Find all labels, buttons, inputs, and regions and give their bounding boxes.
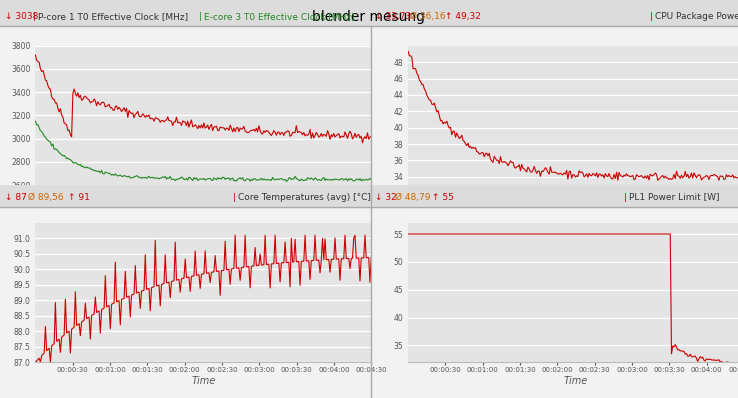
- Text: Ø 89,56: Ø 89,56: [28, 193, 63, 201]
- Text: E-core 3 T0 Effective Clock [MHz]: E-core 3 T0 Effective Clock [MHz]: [204, 12, 355, 21]
- Text: Core Temperatures (avg) [°C]: Core Temperatures (avg) [°C]: [238, 193, 370, 201]
- Text: ↓ 87: ↓ 87: [5, 193, 27, 201]
- Text: ↓ 33,73: ↓ 33,73: [375, 12, 411, 21]
- X-axis label: Time: Time: [191, 376, 215, 386]
- Text: |: |: [232, 193, 235, 201]
- X-axis label: Time: Time: [191, 199, 215, 209]
- Text: |: |: [649, 12, 652, 21]
- Text: CPU Package Power [W]: CPU Package Power [W]: [655, 12, 738, 21]
- Text: PL1 Power Limit [W]: PL1 Power Limit [W]: [629, 193, 720, 201]
- Text: Ø 48,79: Ø 48,79: [395, 193, 430, 201]
- Text: blender mesung: blender mesung: [312, 10, 426, 24]
- X-axis label: Time: Time: [564, 199, 588, 209]
- Text: |: |: [33, 12, 36, 21]
- Text: Ø 36,16: Ø 36,16: [410, 12, 445, 21]
- Text: P-core 1 T0 Effective Clock [MHz]: P-core 1 T0 Effective Clock [MHz]: [38, 12, 188, 21]
- Text: |: |: [199, 12, 202, 21]
- Text: ↑ 91: ↑ 91: [68, 193, 90, 201]
- Text: ↓ 3038: ↓ 3038: [5, 12, 38, 21]
- Text: |: |: [624, 193, 627, 201]
- X-axis label: Time: Time: [564, 376, 588, 386]
- Text: ↑ 55: ↑ 55: [432, 193, 454, 201]
- Text: ↓ 32: ↓ 32: [375, 193, 396, 201]
- Text: ↑ 49,32: ↑ 49,32: [445, 12, 481, 21]
